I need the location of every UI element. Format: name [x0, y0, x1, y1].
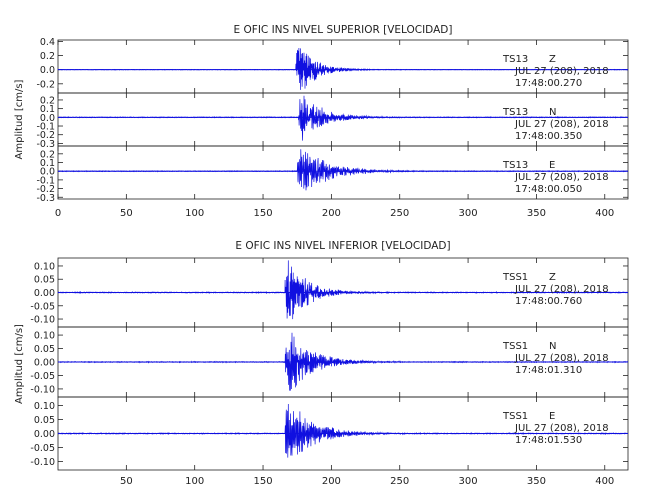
record-date: JUL 27 (208), 2018	[514, 353, 609, 364]
x-tick-label: 100	[185, 476, 204, 487]
chart-title: E OFIC INS NIVEL SUPERIOR [VELOCIDAD]	[234, 24, 453, 36]
record-time: 17:48:00.350	[515, 131, 582, 142]
y-tick-label: 0.10	[34, 401, 55, 412]
y-tick-label: -0.2	[36, 184, 55, 195]
record-date: JUL 27 (208), 2018	[514, 423, 609, 434]
y-tick-label: 0.05	[34, 415, 55, 426]
record-time: 17:48:00.050	[515, 184, 582, 195]
y-tick-label: 0.10	[34, 261, 55, 272]
component-label: Z	[549, 272, 556, 283]
y-tick-label: -0.10	[30, 384, 55, 395]
x-tick-label: 50	[120, 476, 133, 487]
x-tick-label: 400	[595, 208, 614, 219]
y-axis-label: Amplitud [cm/s]	[14, 324, 25, 404]
station-code: TSS1	[502, 341, 528, 352]
y-tick-label: 0.2	[40, 51, 55, 62]
station-code: TS13	[502, 54, 528, 65]
y-axis-label: Amplitud [cm/s]	[14, 79, 25, 159]
y-tick-label: -0.3	[36, 193, 55, 204]
chart-title: E OFIC INS NIVEL INFERIOR [VELOCIDAD]	[235, 240, 450, 252]
seismic-trace	[57, 403, 629, 458]
record-date: JUL 27 (208), 2018	[514, 172, 609, 183]
component-label: N	[549, 341, 556, 352]
station-code: TS13	[502, 160, 528, 171]
seismic-trace	[57, 47, 629, 90]
y-tick-label: -0.10	[30, 457, 55, 468]
y-tick-label: 0.0	[40, 113, 55, 124]
station-code: TSS1	[502, 272, 528, 283]
y-tick-label: -0.05	[30, 443, 55, 454]
panel-frame	[57, 145, 629, 200]
y-tick-label: -0.1	[36, 175, 55, 186]
x-tick-label: 250	[390, 476, 409, 487]
y-tick-label: 0.2	[40, 149, 55, 160]
y-tick-label: 0.0	[40, 65, 55, 76]
x-tick-label: 0	[55, 208, 61, 219]
y-tick-label: -0.05	[30, 301, 55, 312]
seismic-trace	[57, 260, 629, 320]
y-tick-label: 0.05	[34, 344, 55, 355]
record-date: JUL 27 (208), 2018	[514, 284, 609, 295]
y-tick-label: 0.0	[40, 167, 55, 178]
component-label: N	[549, 107, 556, 118]
x-tick-label: 400	[595, 476, 614, 487]
x-tick-label: 300	[459, 476, 478, 487]
seismic-trace	[57, 149, 628, 191]
seismic-trace	[57, 332, 629, 391]
record-time: 17:48:01.530	[515, 435, 582, 446]
y-tick-label: 0.1	[40, 104, 55, 115]
record-time: 17:48:01.310	[515, 365, 582, 376]
record-time: 17:48:00.270	[515, 78, 582, 89]
y-tick-label: 0.00	[34, 429, 55, 440]
station-code: TSS1	[502, 411, 528, 422]
component-label: Z	[549, 54, 556, 65]
y-tick-label: 0.00	[34, 288, 55, 299]
record-date: JUL 27 (208), 2018	[514, 66, 609, 77]
y-tick-label: 0.05	[34, 275, 55, 286]
x-tick-label: 350	[527, 208, 546, 219]
component-label: E	[549, 160, 555, 171]
x-tick-label: 300	[459, 208, 478, 219]
component-label: E	[549, 411, 555, 422]
y-tick-label: -0.3	[36, 139, 55, 150]
station-code: TS13	[502, 107, 528, 118]
y-tick-label: 0.00	[34, 358, 55, 369]
x-tick-label: 150	[253, 208, 272, 219]
x-tick-label: 350	[527, 476, 546, 487]
x-tick-label: 200	[322, 476, 341, 487]
x-tick-label: 50	[120, 208, 133, 219]
y-tick-label: 0.4	[40, 37, 55, 48]
y-tick-label: -0.2	[36, 79, 55, 90]
y-tick-label: 0.1	[40, 158, 55, 169]
record-date: JUL 27 (208), 2018	[514, 119, 609, 130]
x-tick-label: 200	[322, 208, 341, 219]
x-tick-label: 250	[390, 208, 409, 219]
y-tick-label: -0.10	[30, 315, 55, 326]
y-tick-label: -0.05	[30, 371, 55, 382]
y-tick-label: 0.10	[34, 331, 55, 342]
record-time: 17:48:00.760	[515, 296, 582, 307]
y-tick-label: -0.1	[36, 122, 55, 133]
y-tick-label: -0.2	[36, 130, 55, 141]
seismic-trace	[57, 95, 629, 141]
y-tick-label: 0.2	[40, 95, 55, 106]
x-tick-label: 150	[253, 476, 272, 487]
x-tick-label: 100	[185, 208, 204, 219]
